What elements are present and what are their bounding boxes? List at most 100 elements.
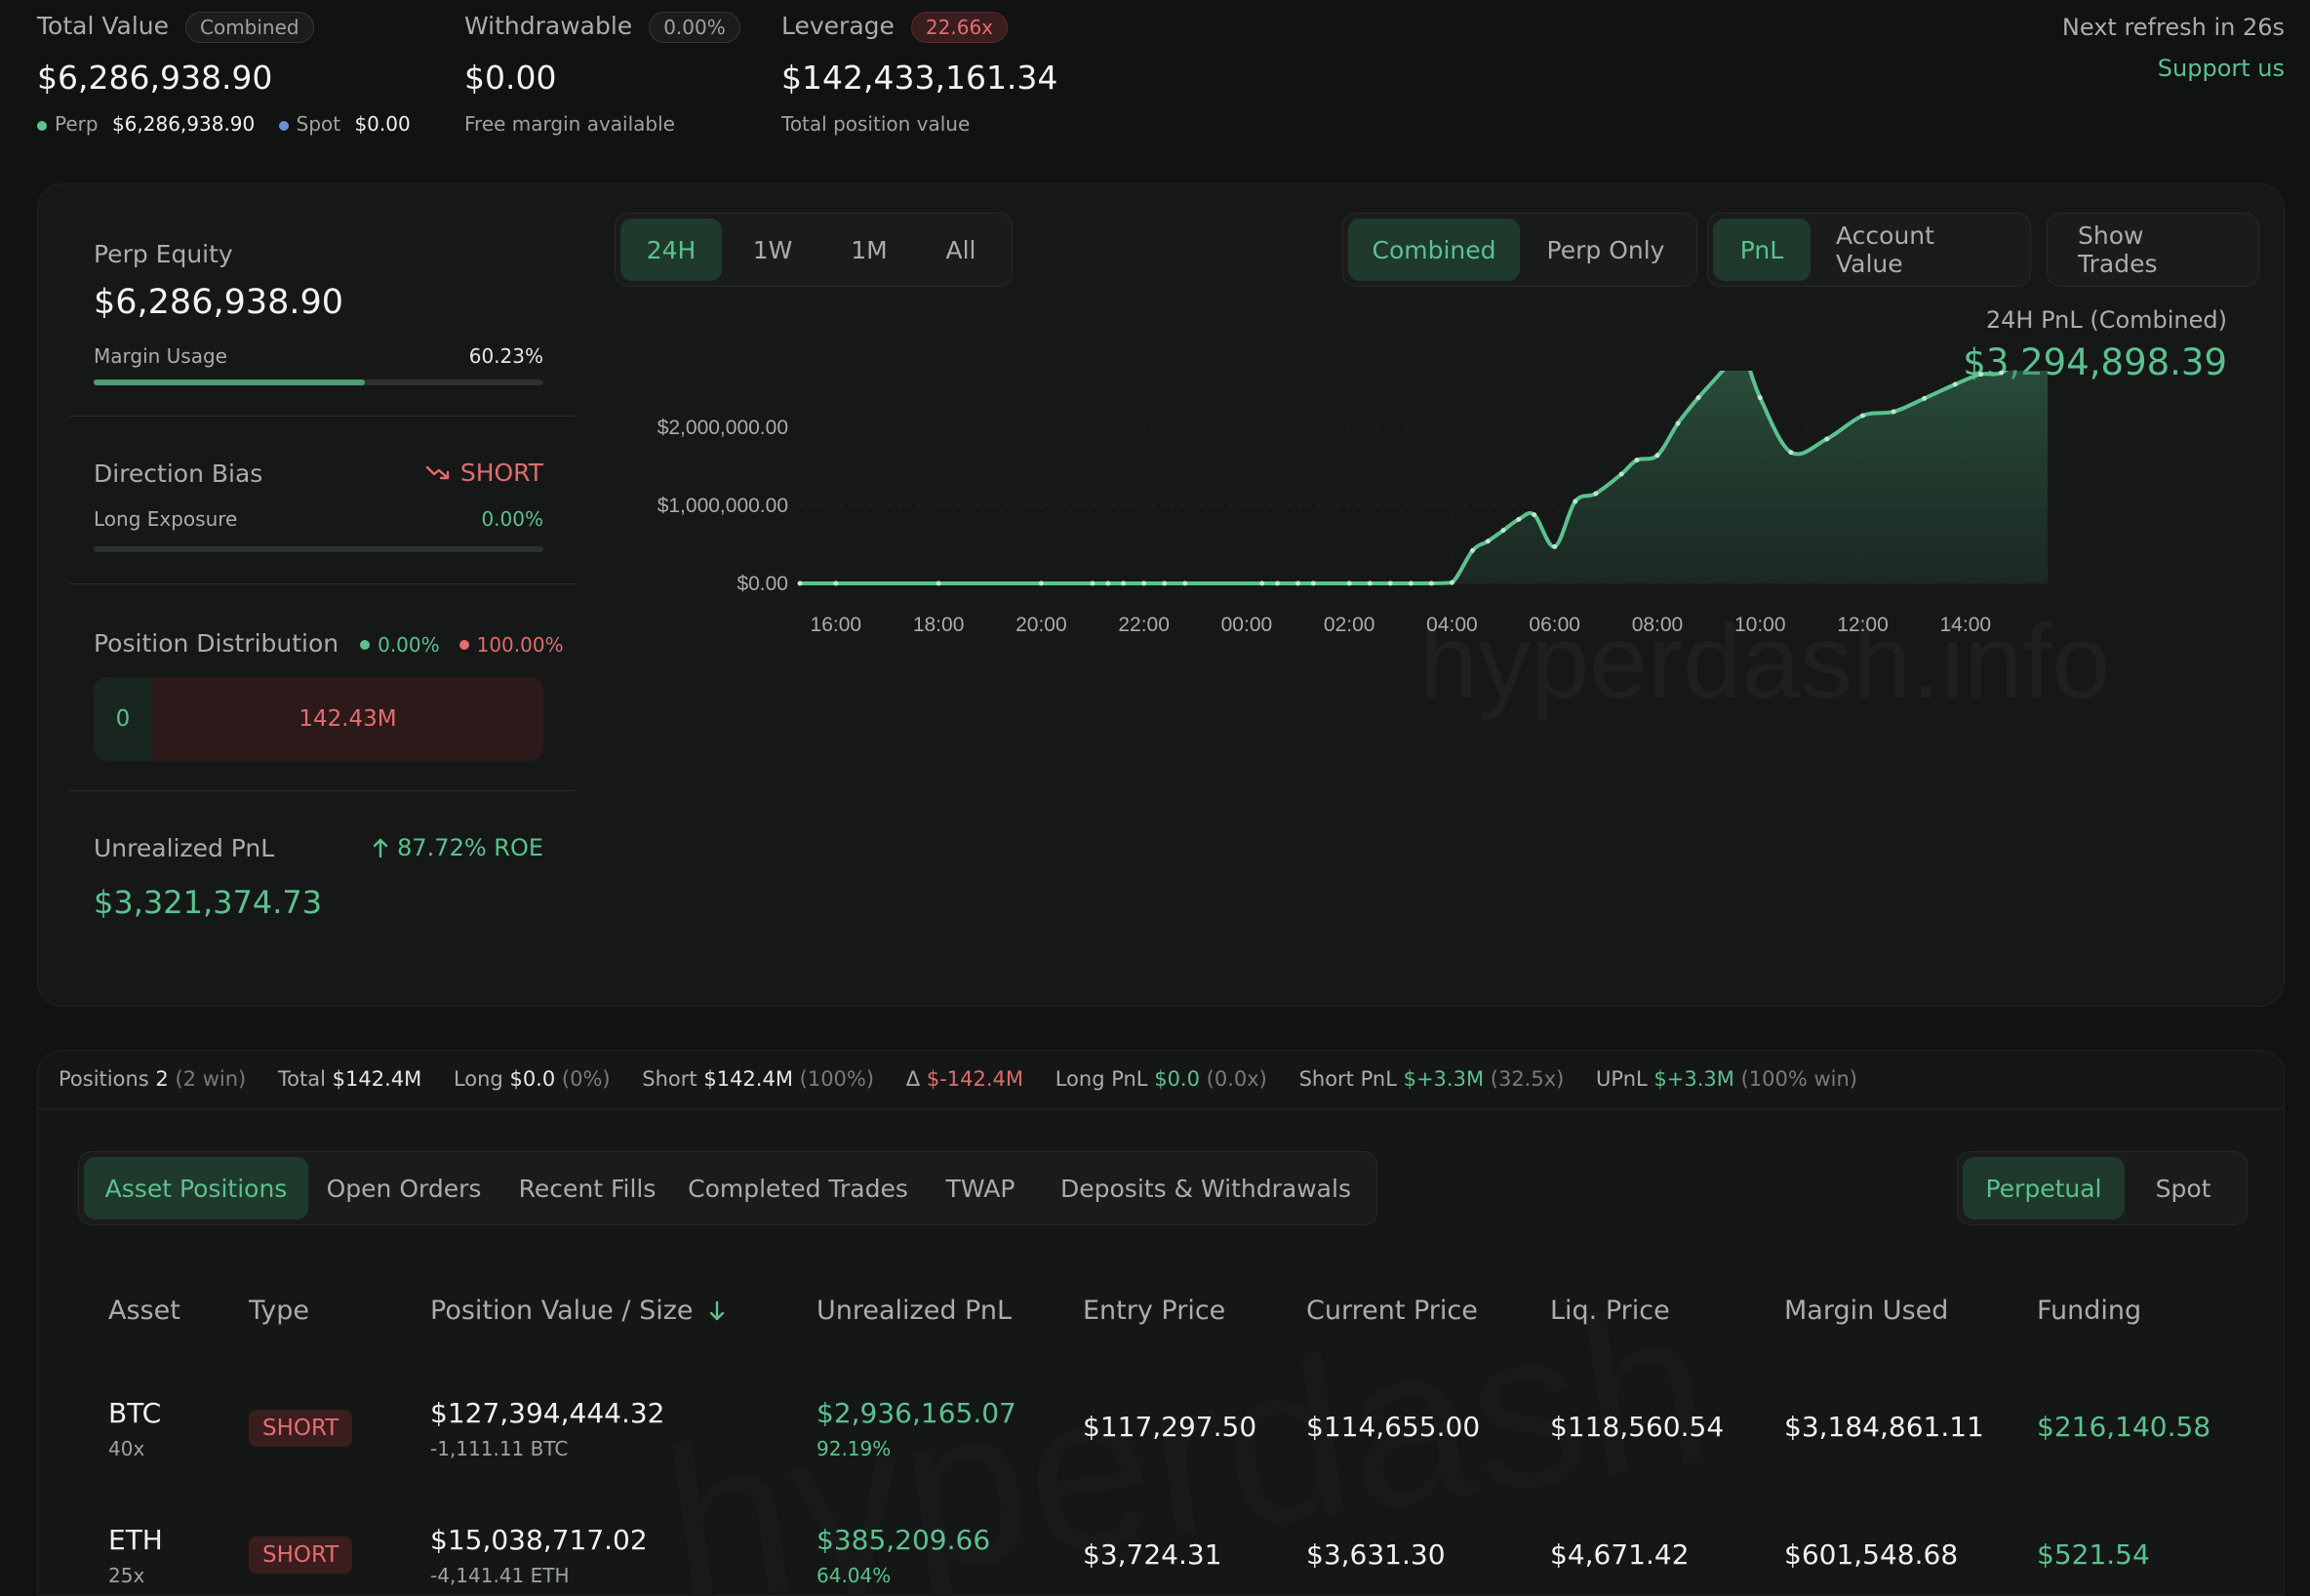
range-1m-button[interactable]: 1M	[851, 235, 888, 264]
data-point	[1593, 491, 1599, 497]
market-tabs: Perpetual Spot	[1957, 1151, 2248, 1225]
data-point	[1722, 371, 1726, 372]
positions-tabs: Asset Positions Open Orders Recent Fills…	[78, 1151, 1377, 1225]
overview-card	[37, 183, 2285, 1007]
x-tick-label: 20:00	[1016, 614, 1067, 636]
data-point	[1618, 471, 1624, 477]
long-exposure-bar	[94, 546, 543, 552]
row-size: -1,111.11 BTC	[430, 1437, 569, 1460]
row-current-price: $114,655.00	[1306, 1411, 1481, 1443]
tab-recent-fills[interactable]: Recent Fills	[518, 1174, 657, 1203]
upnl-label: Unrealized PnL	[94, 834, 275, 862]
data-point	[1573, 499, 1578, 504]
stat-short-pnl: Short PnL $+3.3M (32.5x)	[1298, 1067, 1565, 1091]
range-24h-button[interactable]: 24H	[620, 219, 722, 281]
data-point	[1824, 436, 1830, 442]
mode-combined-button[interactable]: Combined	[1348, 219, 1520, 281]
pnl-chart[interactable]: hyperdash.info $4,000,000.00$3,000,000.0…	[605, 371, 2263, 976]
long-exposure-value: 0.00%	[481, 507, 543, 531]
tab-deposits-withdrawals[interactable]: Deposits & Withdrawals	[1060, 1174, 1351, 1203]
x-tick-label: 12:00	[1837, 614, 1889, 636]
sort-desc-icon	[709, 1300, 724, 1320]
perp-spot-breakdown: Perp $6,286,938.90 Spot $0.00	[37, 112, 411, 136]
perp-value: $6,286,938.90	[111, 112, 256, 136]
row-liq-price: $4,671.42	[1550, 1538, 1690, 1571]
stat-positions: Positions 2 (2 win)	[59, 1067, 247, 1091]
row-upnl-pct: 64.04%	[816, 1564, 892, 1587]
metric-pnl-button[interactable]: PnL	[1713, 219, 1811, 281]
strip-divider	[37, 1108, 2285, 1109]
direction-bias-label: Direction Bias	[94, 459, 263, 488]
arrow-up-icon	[373, 838, 388, 858]
short-dot-icon	[458, 640, 469, 650]
position-distribution-bar: 0 142.43M	[94, 677, 543, 761]
stat-upnl: UPnL $+3.3M (100% win)	[1596, 1067, 1857, 1091]
col-margin-used[interactable]: Margin Used	[1784, 1296, 1949, 1326]
col-position-value[interactable]: Position Value / Size	[430, 1296, 727, 1326]
row-upnl: $385,209.66	[816, 1524, 991, 1556]
mode-perp-only-button[interactable]: Perp Only	[1546, 235, 1665, 264]
row-upnl-pct: 92.19%	[816, 1437, 892, 1460]
metric-account-value-button[interactable]: Account Value	[1836, 221, 1934, 278]
col-entry-price[interactable]: Entry Price	[1083, 1296, 1226, 1326]
tab-completed-trades[interactable]: Completed Trades	[688, 1174, 908, 1203]
col-unrealized-pnl[interactable]: Unrealized PnL	[816, 1296, 1013, 1326]
data-point	[1516, 516, 1522, 522]
withdrawable-sub: Free margin available	[464, 112, 675, 136]
row-entry-price: $3,724.31	[1083, 1538, 1222, 1571]
data-point	[1274, 580, 1280, 586]
tab-open-orders[interactable]: Open Orders	[326, 1174, 482, 1203]
data-point	[1922, 395, 1928, 401]
x-tick-label: 14:00	[1940, 614, 1992, 636]
support-link[interactable]: Support us	[2157, 55, 2285, 82]
margin-usage-value: 60.23%	[468, 344, 543, 368]
data-point	[1449, 579, 1454, 585]
long-exposure-label: Long Exposure	[94, 507, 238, 531]
data-point	[1408, 580, 1414, 586]
data-point	[797, 580, 803, 586]
col-funding[interactable]: Funding	[2037, 1296, 2142, 1326]
tab-spot[interactable]: Spot	[2155, 1174, 2211, 1203]
data-point	[1038, 580, 1044, 586]
col-asset[interactable]: Asset	[108, 1296, 180, 1326]
range-all-button[interactable]: All	[945, 235, 976, 264]
margin-usage-fill	[94, 379, 365, 385]
data-point	[1428, 580, 1434, 586]
data-point	[1999, 371, 2005, 376]
data-point	[1121, 580, 1127, 586]
data-point	[1952, 381, 1958, 387]
col-type[interactable]: Type	[249, 1296, 310, 1326]
perp-dot-icon	[37, 120, 47, 131]
combined-badge[interactable]: Combined	[185, 12, 314, 43]
leverage-label: Leverage	[781, 12, 895, 40]
x-tick-label: 10:00	[1734, 614, 1786, 636]
y-tick-label: $1,000,000.00	[657, 495, 788, 517]
range-1w-button[interactable]: 1W	[752, 235, 793, 264]
tab-asset-positions[interactable]: Asset Positions	[84, 1157, 308, 1219]
col-current-price[interactable]: Current Price	[1306, 1296, 1478, 1326]
data-point	[833, 580, 839, 586]
data-point	[1552, 543, 1558, 549]
data-point	[1532, 512, 1537, 518]
divider	[68, 416, 576, 417]
refresh-timer: Next refresh in 26s	[2061, 14, 2285, 41]
y-axis: $4,000,000.00$3,000,000.00$2,000,000.00$…	[657, 417, 788, 595]
col-liq-price[interactable]: Liq. Price	[1550, 1296, 1670, 1326]
x-tick-label: 06:00	[1529, 614, 1580, 636]
show-trades-button[interactable]: Show Trades	[2078, 221, 2158, 278]
x-tick-label: 04:00	[1426, 614, 1478, 636]
margin-usage-label: Margin Usage	[94, 344, 227, 368]
tab-perpetual[interactable]: Perpetual	[1963, 1157, 2125, 1219]
data-point	[1295, 580, 1301, 586]
spot-value: $0.00	[354, 112, 411, 136]
row-asset: BTC	[108, 1397, 162, 1429]
data-point	[1695, 395, 1701, 401]
x-tick-label: 02:00	[1324, 614, 1375, 636]
row-current-price: $3,631.30	[1306, 1538, 1446, 1571]
data-point	[1654, 453, 1660, 459]
data-point	[1860, 413, 1866, 419]
data-point	[1757, 395, 1763, 401]
row-entry-price: $117,297.50	[1083, 1411, 1257, 1443]
tab-twap[interactable]: TWAP	[945, 1174, 1016, 1203]
divider	[68, 790, 576, 791]
